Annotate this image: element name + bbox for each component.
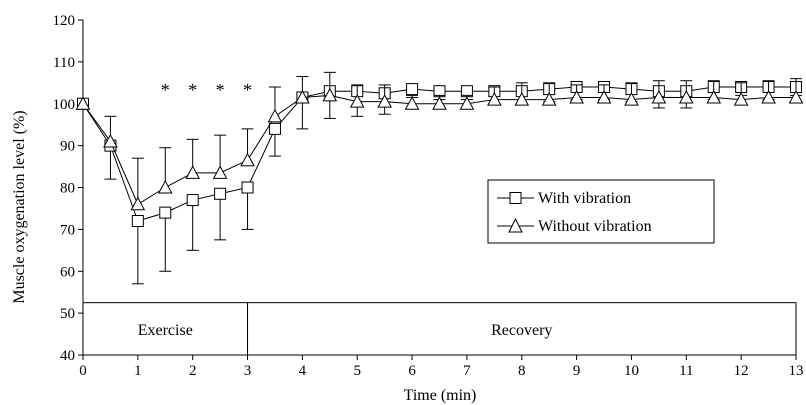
phase-label-1: Recovery	[491, 322, 552, 339]
x-tick-label-2: 2	[189, 363, 197, 379]
legend: With vibration Without vibration	[487, 179, 715, 244]
data-point	[349, 94, 365, 108]
data-point	[596, 89, 612, 104]
data-point	[131, 215, 144, 227]
x-tick-label-3: 3	[244, 363, 252, 379]
x-tick-label-10: 10	[624, 363, 639, 379]
data-point	[322, 87, 338, 102]
y-tick-label-4: 80	[60, 181, 75, 197]
significance-star: *	[188, 80, 197, 100]
data-point	[514, 92, 530, 106]
data-point	[541, 92, 557, 106]
y-tick-label-8: 120	[53, 13, 76, 29]
data-point	[404, 96, 420, 110]
data-point	[267, 108, 283, 123]
data-point	[240, 152, 255, 167]
y-tick-label-0: 40	[60, 348, 75, 364]
data-point	[103, 133, 118, 148]
legend-box	[487, 179, 715, 244]
x-axis-label: Time (min)	[404, 387, 477, 404]
y-tick-label-5: 90	[60, 139, 75, 155]
data-point	[788, 89, 804, 104]
x-tick-label-9: 9	[573, 363, 581, 379]
significance-star: *	[243, 80, 252, 100]
data-point	[241, 181, 254, 194]
y-tick-label-3: 70	[60, 222, 75, 238]
x-tick-label-13: 13	[789, 363, 804, 379]
data-point	[159, 206, 172, 219]
x-tick-label-0: 0	[79, 363, 87, 379]
y-tick-label-6: 100	[53, 97, 76, 113]
x-tick-label-7: 7	[463, 363, 471, 379]
y-tick-label-7: 110	[53, 55, 75, 71]
x-tick-label-6: 6	[408, 363, 416, 379]
data-point	[706, 89, 722, 104]
x-tick-label-8: 8	[518, 363, 526, 379]
data-point	[130, 196, 146, 211]
phase-bar: Exercise Recovery	[82, 302, 797, 356]
data-point	[377, 94, 392, 108]
data-point	[406, 83, 419, 96]
legend-square-marker	[509, 192, 522, 204]
data-point	[268, 122, 281, 135]
x-tick-label-5: 5	[353, 363, 361, 379]
data-point	[624, 92, 639, 106]
data-point	[651, 89, 667, 104]
data-point	[569, 89, 584, 104]
data-point	[295, 89, 310, 104]
legend-label-without-vibration: Without vibration	[538, 218, 652, 235]
series-1	[75, 71, 804, 211]
data-point	[186, 194, 199, 207]
data-point	[212, 165, 228, 179]
y-axis-label: Muscle oxygenation level (%)	[11, 110, 28, 303]
data-point	[459, 96, 475, 110]
significance-star: *	[216, 80, 225, 100]
data-point	[214, 187, 227, 200]
data-point	[678, 89, 694, 104]
legend-label-with-vibration: With vibration	[538, 190, 631, 207]
data-point	[432, 96, 447, 110]
data-point	[761, 89, 776, 104]
x-tick-label-1: 1	[134, 363, 142, 379]
data-point	[733, 92, 749, 106]
y-tick-label-1: 50	[60, 306, 75, 322]
x-tick-label-4: 4	[299, 363, 307, 379]
data-point	[157, 179, 173, 194]
phase-label-0: Exercise	[138, 322, 193, 339]
series-layer	[75, 71, 804, 285]
phase-box-0	[82, 302, 249, 356]
legend-triangle-marker	[508, 217, 523, 233]
phase-box-1	[247, 302, 797, 356]
significance-markers: * * * *	[161, 80, 252, 100]
x-tick-label-11: 11	[679, 363, 693, 379]
data-point	[75, 96, 91, 110]
x-tick-label-12: 12	[734, 363, 749, 379]
significance-star: *	[161, 80, 170, 100]
y-tick-label-2: 60	[60, 264, 75, 280]
data-point	[185, 165, 201, 179]
data-point	[487, 92, 502, 106]
